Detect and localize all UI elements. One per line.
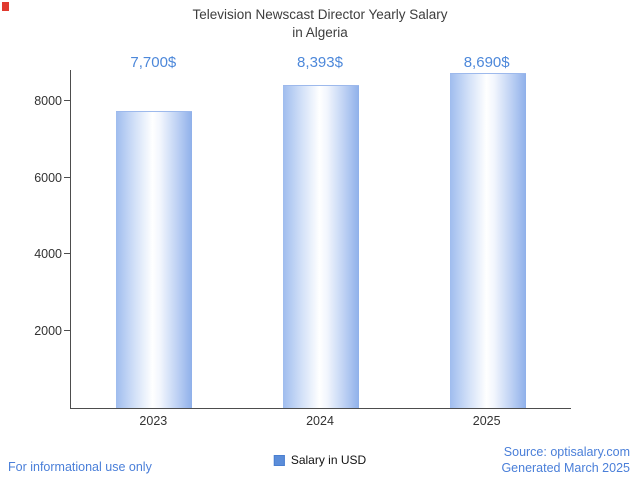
- generated-date: Generated March 2025: [501, 461, 630, 475]
- y-axis-tick: [64, 253, 70, 254]
- y-axis-tick: [64, 177, 70, 178]
- chart-title: Television Newscast Director Yearly Sala…: [0, 6, 640, 42]
- y-axis-tick: [64, 330, 70, 331]
- value-labels-row: 7,700$ 8,393$ 8,690$: [70, 54, 570, 74]
- plot-area: [64, 70, 571, 409]
- x-tick-label: 2024: [306, 414, 334, 428]
- bar-2024: [283, 85, 359, 408]
- source-block: Source: optisalary.com Generated March 2…: [501, 444, 630, 476]
- source-link[interactable]: Source: optisalary.com: [503, 445, 630, 459]
- x-tick-label: 2025: [472, 414, 501, 428]
- bar-2025: [450, 73, 526, 408]
- legend-label: Salary in USD: [290, 453, 367, 467]
- value-label: 8,690$: [463, 54, 510, 71]
- corner-artifact: [2, 2, 9, 11]
- chart-title-line2: in Algeria: [292, 25, 348, 41]
- value-label: 8,393$: [297, 54, 343, 71]
- y-axis-tick: [64, 100, 70, 101]
- legend-swatch-icon: [273, 454, 285, 466]
- y-tick-label: 2000: [34, 324, 62, 338]
- disclaimer-text: For informational use only: [8, 460, 152, 474]
- y-tick-label: 6000: [34, 171, 62, 185]
- y-tick-label: 8000: [34, 94, 62, 108]
- bar-2023: [116, 111, 192, 408]
- y-axis-labels: 2000 4000 6000 8000: [0, 70, 62, 408]
- chart-title-line1: Television Newscast Director Yearly Sala…: [192, 7, 448, 22]
- x-tick-label: 2023: [139, 414, 168, 428]
- y-tick-label: 4000: [34, 247, 62, 261]
- x-axis-labels: 2023 2024 2025: [70, 414, 570, 432]
- legend: Salary in USD: [273, 453, 367, 467]
- value-label: 7,700$: [130, 54, 177, 71]
